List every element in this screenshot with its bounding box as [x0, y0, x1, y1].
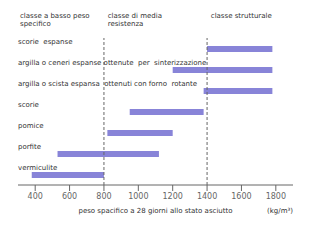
svg-text:argilla o ceneri espanse otten: argilla o ceneri espanse ottenute per si… — [18, 59, 206, 67]
svg-text:scorie espanse: scorie espanse — [18, 38, 72, 46]
svg-text:classe di mediaresistenza: classe di mediaresistenza — [108, 12, 162, 28]
svg-text:800: 800 — [96, 192, 111, 201]
svg-text:1400: 1400 — [197, 192, 217, 201]
svg-text:vermiculite: vermiculite — [18, 164, 57, 172]
svg-text:1600: 1600 — [231, 192, 251, 201]
svg-text:classe a basso pesospecifico: classe a basso pesospecifico — [20, 12, 90, 28]
svg-text:scorie: scorie — [18, 101, 39, 109]
svg-text:argilla o scista espansa otte: argilla o scista espansa ottenuti con fo… — [18, 80, 197, 88]
svg-text:pomice: pomice — [18, 122, 44, 130]
svg-text:(kg/m³): (kg/m³) — [267, 207, 293, 215]
svg-text:1000: 1000 — [128, 192, 148, 201]
svg-text:porfite: porfite — [18, 143, 41, 151]
svg-text:400: 400 — [28, 192, 43, 201]
svg-text:classe strutturale: classe strutturale — [211, 12, 272, 20]
svg-text:1800: 1800 — [266, 192, 286, 201]
svg-text:600: 600 — [62, 192, 77, 201]
svg-text:1200: 1200 — [163, 192, 183, 201]
svg-text:peso spacifico a 28 giorni all: peso spacifico a 28 giorni allo stato as… — [78, 207, 232, 215]
